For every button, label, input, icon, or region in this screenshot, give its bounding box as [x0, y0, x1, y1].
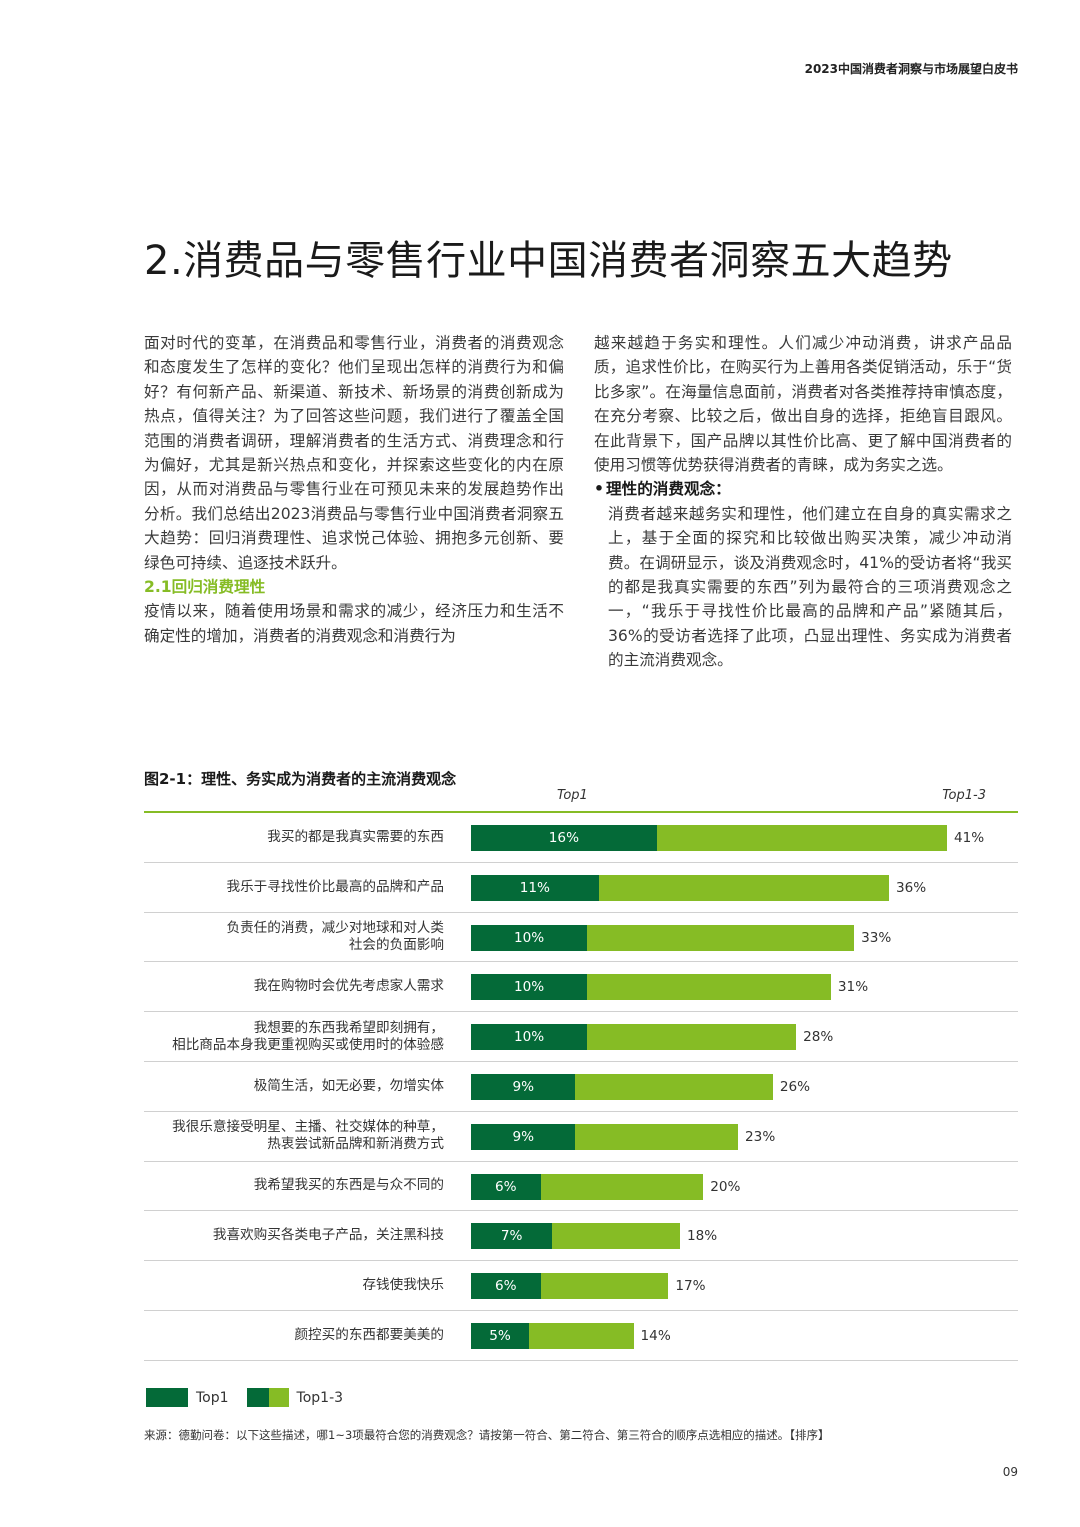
category-label-text: 我买的都是我真实需要的东西	[267, 828, 444, 845]
chart-row: 存钱使我快乐 6% 17%	[144, 1261, 1018, 1311]
bar-top1: 5%	[471, 1322, 530, 1349]
section-title: 2.消费品与零售行业中国消费者洞察五大趋势	[144, 238, 953, 284]
category-label-text: 我在购物时会优先考虑家人需求	[253, 978, 444, 995]
column-header-top1-3: Top1-3	[942, 788, 986, 803]
category-label: 我希望我买的东西是与众不同的	[144, 1162, 444, 1211]
intro-paragraph: 面对时代的变革，在消费品和零售行业，消费者的消费观念和态度发生了怎样的变化？他们…	[144, 334, 564, 572]
subsection-paragraph: 疫情以来，随着使用场景和需求的减少，经济压力和生活不确定性的增加，消费者的消费观…	[144, 602, 564, 645]
value-label-top1-3: 14%	[640, 1327, 671, 1344]
continued-paragraph: 越来越趋于务实和理性。人们减少冲动消费，讲求产品品质，追求性价比，在购买行为上善…	[594, 334, 1012, 475]
category-label: 颜控买的东西都要美美的	[144, 1311, 444, 1360]
bullet-heading-text: 理性的消费观念：	[606, 480, 731, 499]
category-label-text: 我希望我买的东西是与众不同的	[253, 1177, 444, 1194]
category-label: 我很乐意接受明星、主播、社交媒体的种草， 热衷尝试新品牌和新消费方式	[144, 1112, 444, 1161]
subsection-heading: 2.1回归消费理性	[144, 578, 266, 597]
chart-row: 我乐于寻找性价比最高的品牌和产品 11% 36%	[144, 863, 1018, 913]
category-label-text: 极简生活，如无必要，勿增实体	[253, 1077, 444, 1094]
legend-swatch-top1-3	[268, 1388, 289, 1407]
value-label-top1-3: 17%	[675, 1278, 706, 1295]
value-label-top1-3: 33%	[861, 929, 892, 946]
figure-top-rule	[144, 811, 1018, 813]
bar-top1: 10%	[471, 1024, 588, 1051]
bar-top1: 10%	[471, 974, 588, 1001]
value-label-top1-3: 28%	[803, 1029, 834, 1046]
category-label-text: 负责任的消费，减少对地球和对人类 社会的负面影响	[226, 919, 445, 953]
bar-top1: 9%	[471, 1123, 576, 1150]
bullet-paragraph: 消费者越来越务实和理性，他们建立在自身的真实需求之上，基于全面的探究和比较做出购…	[608, 504, 1012, 670]
legend-swatch-top1	[146, 1388, 188, 1407]
chart-row: 负责任的消费，减少对地球和对人类 社会的负面影响 10% 33%	[144, 913, 1018, 963]
bar-top1: 9%	[471, 1073, 576, 1100]
chart-row: 我在购物时会优先考虑家人需求 10% 31%	[144, 962, 1018, 1013]
value-label-top1-3: 31%	[837, 979, 869, 996]
category-label: 我想要的东西我希望即刻拥有， 相比商品本身我更重视购买或使用时的体验感	[144, 1012, 444, 1061]
value-label-top1-3: 26%	[779, 1078, 811, 1095]
value-label-top1-3: 18%	[686, 1228, 718, 1245]
chart-row: 极简生活，如无必要，勿增实体 9% 26%	[144, 1062, 1018, 1112]
bullet-heading: • 理性的消费观念：	[594, 477, 1012, 501]
figure-title: 图2-1：理性、务实成为消费者的主流消费观念	[144, 770, 457, 788]
legend-swatch-top1-dark	[246, 1388, 269, 1407]
chart-row: 我希望我买的东西是与众不同的 6% 20%	[144, 1162, 1018, 1212]
category-label: 我乐于寻找性价比最高的品牌和产品	[144, 863, 445, 912]
category-label-text: 我想要的东西我希望即刻拥有， 相比商品本身我更重视购买或使用时的体验感	[172, 1019, 444, 1053]
category-label-text: 我乐于寻找性价比最高的品牌和产品	[226, 878, 445, 895]
bar-chart: 我买的都是我真实需要的东西 16% 41% 我乐于寻找性价比最高的品牌和产品 11% 36…	[144, 813, 1018, 1361]
category-label-text: 存钱使我快乐	[362, 1277, 444, 1294]
bar-top1: 6%	[471, 1173, 541, 1200]
chart-row: 我喜欢购买各类电子产品，关注黑科技 7% 18%	[144, 1211, 1018, 1262]
bar-top1: 7%	[471, 1223, 553, 1250]
category-label-text: 我喜欢购买各类电子产品，关注黑科技	[212, 1227, 444, 1244]
chart-row: 我想要的东西我希望即刻拥有， 相比商品本身我更重视购买或使用时的体验感 10% 28…	[144, 1012, 1018, 1062]
category-label: 我买的都是我真实需要的东西	[144, 813, 444, 862]
category-label: 存钱使我快乐	[144, 1261, 444, 1310]
category-label-text: 我很乐意接受明星、主播、社交媒体的种草， 热衷尝试新品牌和新消费方式	[172, 1119, 444, 1153]
chart-row: 我很乐意接受明星、主播、社交媒体的种草， 热衷尝试新品牌和新消费方式 9% 23%	[144, 1112, 1018, 1162]
value-label-top1-3: 36%	[895, 879, 927, 896]
category-label: 我在购物时会优先考虑家人需求	[144, 962, 444, 1011]
bar-top1: 10%	[471, 924, 588, 951]
bar-top1: 6%	[471, 1273, 541, 1300]
category-label: 我喜欢购买各类电子产品，关注黑科技	[144, 1211, 444, 1260]
category-label-text: 颜控买的东西都要美美的	[294, 1326, 444, 1343]
figure-source-note: 来源：德勤问卷：以下这些描述，哪1~3项最符合您的消费观念？请按第一符合、第二符…	[144, 1428, 830, 1442]
bar-top1: 16%	[471, 825, 657, 851]
document-header-title: 2023中国消费者洞察与市场展望白皮书	[804, 62, 1018, 76]
chart-row: 颜控买的东西都要美美的 5% 14%	[144, 1311, 1018, 1361]
value-label-top1-3: 23%	[745, 1128, 776, 1145]
value-label-top1-3: 20%	[710, 1178, 741, 1195]
right-column: 越来越趋于务实和理性。人们减少冲动消费，讲求产品品质，追求性价比，在购买行为上善…	[594, 331, 1012, 673]
category-label: 负责任的消费，减少对地球和对人类 社会的负面影响	[144, 913, 445, 962]
legend-item-top1: Top1	[146, 1388, 229, 1407]
column-header-top1: Top1	[557, 788, 588, 803]
category-label: 极简生活，如无必要，勿增实体	[144, 1062, 444, 1111]
value-label-top1-3: 41%	[954, 830, 985, 846]
chart-row: 我买的都是我真实需要的东西 16% 41%	[144, 813, 1018, 863]
legend-label-top1: Top1	[196, 1389, 229, 1406]
legend-label-top1-3: Top1-3	[296, 1389, 344, 1406]
bullet-dot: •	[594, 480, 604, 499]
chart-legend: Top1 Top1-3	[146, 1388, 361, 1407]
legend-item-top1-3: Top1-3	[246, 1388, 344, 1407]
left-column: 面对时代的变革，在消费品和零售行业，消费者的消费观念和态度发生了怎样的变化？他们…	[144, 331, 564, 648]
page-number: 09	[1002, 1465, 1018, 1479]
bar-top1: 11%	[471, 874, 599, 901]
